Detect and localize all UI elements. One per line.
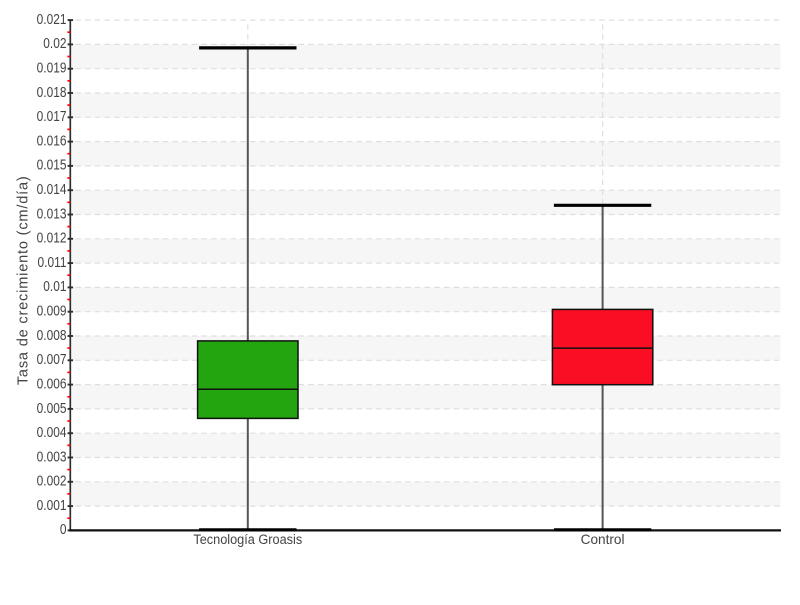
svg-text:0.002: 0.002 [37, 472, 67, 489]
svg-text:0.008: 0.008 [37, 327, 67, 344]
svg-text:0.016: 0.016 [37, 132, 67, 149]
svg-text:0.013: 0.013 [37, 205, 67, 222]
svg-text:0: 0 [60, 521, 67, 538]
svg-text:0.006: 0.006 [37, 375, 67, 392]
svg-text:Tasa de crecimiento (cm/día): Tasa de crecimiento (cm/día) [16, 175, 32, 385]
svg-text:0.014: 0.014 [37, 181, 67, 198]
svg-text:Control: Control [581, 532, 625, 547]
svg-text:0.019: 0.019 [37, 59, 67, 76]
svg-text:0.004: 0.004 [37, 424, 67, 441]
svg-text:0.017: 0.017 [37, 108, 67, 125]
svg-text:0.012: 0.012 [37, 229, 67, 246]
svg-text:0.021: 0.021 [37, 11, 67, 28]
svg-text:0.005: 0.005 [37, 399, 67, 416]
svg-text:0.001: 0.001 [37, 497, 67, 514]
svg-text:0.018: 0.018 [37, 83, 67, 100]
svg-text:0.011: 0.011 [38, 254, 67, 271]
svg-text:Tecnología Groasis: Tecnología Groasis [193, 531, 302, 546]
svg-text:0.01: 0.01 [43, 278, 66, 295]
svg-text:0.02: 0.02 [43, 35, 66, 52]
svg-text:0.007: 0.007 [37, 351, 67, 368]
svg-text:0.015: 0.015 [37, 156, 67, 173]
svg-text:0.003: 0.003 [37, 448, 67, 465]
svg-text:0.009: 0.009 [37, 302, 67, 319]
